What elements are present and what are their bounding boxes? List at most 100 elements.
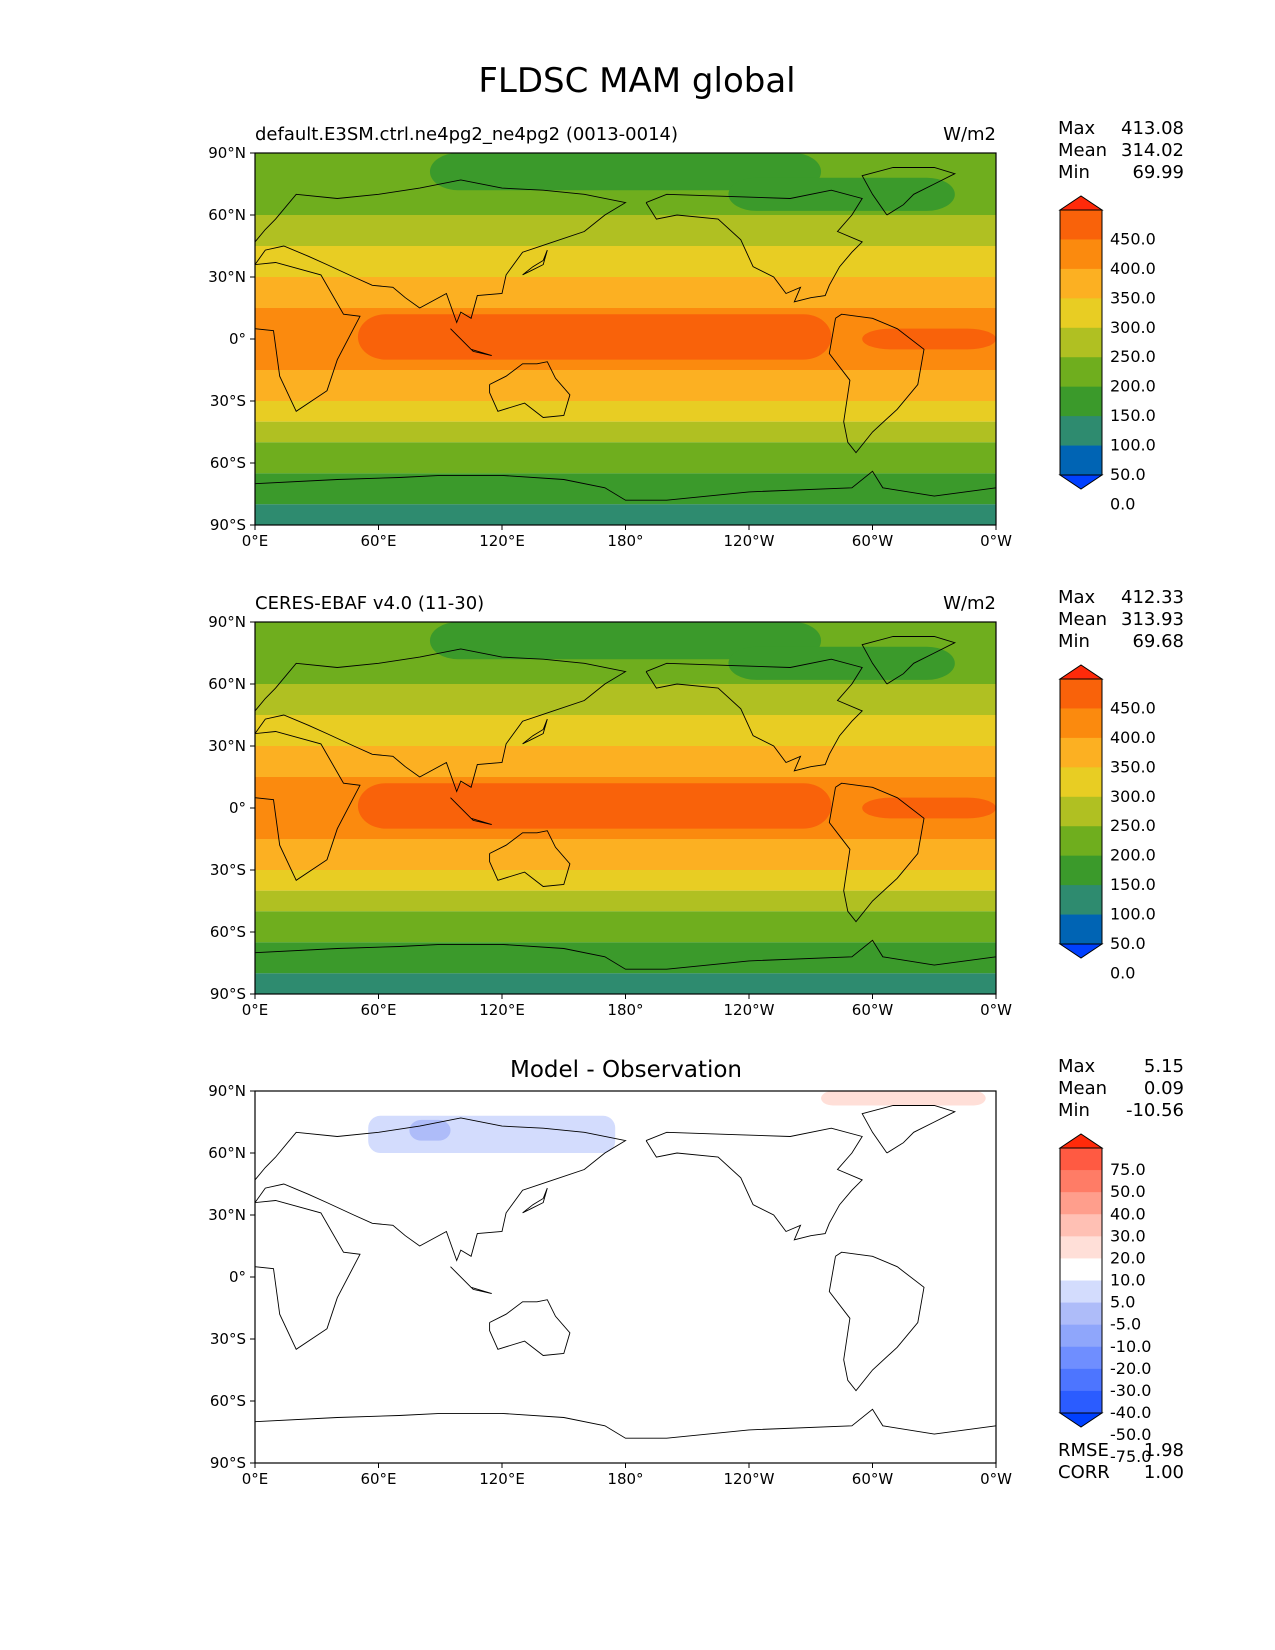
colorbar-label: 100.0 (1110, 436, 1156, 455)
colorbar-label: 40.0 (1110, 1204, 1146, 1223)
diff-max-value: 5.15 (1144, 1056, 1184, 1077)
colorbar-label: -5.0 (1110, 1315, 1141, 1334)
diff-min-label: Min (1058, 1100, 1090, 1121)
colorbar-segment (1060, 1192, 1102, 1215)
field-band (255, 401, 996, 422)
coastline (828, 313, 925, 454)
diff-max-label: Max (1058, 1056, 1096, 1077)
colorbar-segment (1060, 914, 1102, 945)
obs-min-label: Min (1058, 631, 1090, 652)
y-tick-label: 30°S (210, 392, 246, 410)
y-tick-label: 90°N (208, 144, 246, 162)
x-tick-label: 180° (607, 532, 643, 550)
field-region (368, 1115, 616, 1153)
colorbar-label: 150.0 (1110, 875, 1156, 894)
field-band (255, 215, 996, 246)
colorbar-label: 350.0 (1110, 288, 1156, 307)
colorbar-label: 250.0 (1110, 816, 1156, 835)
colorbar-segment (1060, 210, 1102, 240)
y-tick-label: 90°N (208, 1082, 246, 1100)
colorbar-extend-max (1058, 195, 1104, 211)
colorbar-segment (1060, 679, 1102, 709)
panel-difference: Model - Observation Max 5.15 Mean 0.09 M… (208, 1056, 1184, 1488)
colorbar-segment (1060, 737, 1102, 768)
colorbar-segment (1060, 1368, 1102, 1392)
field-band (255, 246, 996, 277)
colorbar-segment (1060, 1346, 1102, 1370)
coastline (254, 731, 361, 881)
colorbar-label: 400.0 (1110, 728, 1156, 747)
x-tick-label: 120°W (724, 532, 775, 550)
colorbar-segment (1060, 416, 1102, 447)
coastline (861, 167, 957, 216)
coastline (861, 1105, 957, 1154)
y-tick-label: 60°N (208, 675, 246, 693)
colorbar-label: 50.0 (1110, 465, 1146, 484)
panel-model-title: default.E3SM.ctrl.ne4pg2_ne4pg2 (0013-00… (255, 124, 678, 145)
y-tick-label: 60°N (208, 206, 246, 224)
field-band (255, 746, 996, 777)
colorbar-segment (1060, 1236, 1102, 1259)
field-region (357, 783, 832, 829)
x-tick-label: 120°E (479, 1001, 525, 1019)
field-region (357, 314, 832, 360)
colorbar-label: 50.0 (1110, 1182, 1146, 1201)
colorbar-frame (1059, 1147, 1103, 1414)
field-band (255, 370, 996, 401)
field-region (862, 328, 996, 350)
coastline (254, 939, 997, 970)
colorbar-label: 100.0 (1110, 905, 1156, 924)
panel-model-units: W/m2 (943, 124, 996, 145)
coastline (522, 1187, 548, 1214)
coastline (861, 636, 957, 685)
coastline (645, 658, 863, 772)
coastline (254, 179, 627, 324)
colorbar-segment (1060, 298, 1102, 329)
diff-min-value: -10.56 (1126, 1100, 1184, 1121)
colorbar-segment (1060, 386, 1102, 417)
diff-mean-label: Mean (1058, 1078, 1107, 1099)
colorbar-segment (1060, 1170, 1102, 1193)
x-tick-label: 60°W (852, 532, 894, 550)
y-tick-label: 30°S (210, 861, 246, 879)
coastline (522, 718, 548, 745)
colorbar-segment (1060, 1390, 1102, 1414)
obs-mean-value: 313.93 (1121, 609, 1184, 630)
coastline (489, 1299, 571, 1356)
field-region (728, 177, 955, 211)
colorbar-extend-min (1058, 943, 1104, 959)
colorbar-label: 450.0 (1110, 229, 1156, 248)
field-background (255, 1091, 996, 1463)
colorbar-label: 250.0 (1110, 347, 1156, 366)
colorbar-label: 300.0 (1110, 787, 1156, 806)
field-band (255, 504, 996, 525)
obs-mean-label: Mean (1058, 609, 1107, 630)
x-tick-label: 60°W (852, 1470, 894, 1488)
diff-rmse-label: RMSE (1058, 1440, 1109, 1461)
y-tick-label: 30°N (208, 1206, 246, 1224)
colorbar-label: 5.0 (1110, 1293, 1135, 1312)
colorbar-label: 50.0 (1110, 934, 1146, 953)
coastline (522, 249, 548, 276)
field-band (255, 715, 996, 746)
field-band (255, 870, 996, 891)
field-band (255, 890, 996, 912)
panel-model: default.E3SM.ctrl.ne4pg2_ne4pg2 (0013-00… (208, 118, 1184, 550)
colorbar-label: 300.0 (1110, 318, 1156, 337)
field-region (409, 1119, 451, 1141)
coastline (645, 1127, 863, 1241)
colorbar-segment (1060, 1214, 1102, 1237)
y-tick-label: 60°S (210, 1392, 246, 1410)
model-min-label: Min (1058, 162, 1090, 183)
x-tick-label: 0°W (980, 532, 1012, 550)
obs-max-value: 412.33 (1121, 587, 1184, 608)
x-tick-label: 0°E (242, 1001, 269, 1019)
colorbar-segment (1060, 268, 1102, 299)
field-region (429, 153, 822, 191)
colorbar-segment (1060, 826, 1102, 857)
colorbar-segment (1060, 767, 1102, 798)
colorbar-segment (1060, 1148, 1102, 1171)
x-tick-label: 120°W (724, 1470, 775, 1488)
field-band (255, 911, 996, 943)
colorbar-extend-min (1058, 1412, 1104, 1428)
